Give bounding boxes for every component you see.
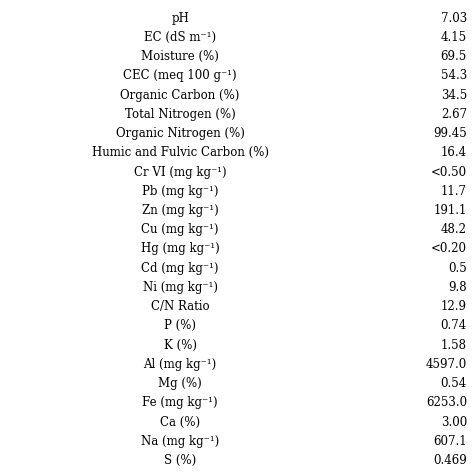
Text: 3.00: 3.00 bbox=[441, 416, 467, 428]
Text: 48.2: 48.2 bbox=[441, 223, 467, 236]
Text: 69.5: 69.5 bbox=[441, 50, 467, 63]
Text: <0.50: <0.50 bbox=[431, 165, 467, 179]
Text: Zn (mg kg⁻¹): Zn (mg kg⁻¹) bbox=[142, 204, 219, 217]
Text: P (%): P (%) bbox=[164, 319, 196, 332]
Text: Humic and Fulvic Carbon (%): Humic and Fulvic Carbon (%) bbox=[91, 146, 269, 159]
Text: Mg (%): Mg (%) bbox=[158, 377, 202, 390]
Text: Fe (mg kg⁻¹): Fe (mg kg⁻¹) bbox=[142, 396, 218, 410]
Text: Ni (mg kg⁻¹): Ni (mg kg⁻¹) bbox=[143, 281, 218, 294]
Text: Cu (mg kg⁻¹): Cu (mg kg⁻¹) bbox=[141, 223, 219, 236]
Text: 0.54: 0.54 bbox=[441, 377, 467, 390]
Text: Total Nitrogen (%): Total Nitrogen (%) bbox=[125, 108, 236, 121]
Text: 0.74: 0.74 bbox=[441, 319, 467, 332]
Text: pH: pH bbox=[171, 12, 189, 25]
Text: 1.58: 1.58 bbox=[441, 338, 467, 352]
Text: 54.3: 54.3 bbox=[441, 69, 467, 82]
Text: 7.03: 7.03 bbox=[441, 12, 467, 25]
Text: 16.4: 16.4 bbox=[441, 146, 467, 159]
Text: Organic Nitrogen (%): Organic Nitrogen (%) bbox=[116, 127, 245, 140]
Text: Ca (%): Ca (%) bbox=[160, 416, 200, 428]
Text: Organic Carbon (%): Organic Carbon (%) bbox=[120, 89, 240, 101]
Text: 2.67: 2.67 bbox=[441, 108, 467, 121]
Text: Na (mg kg⁻¹): Na (mg kg⁻¹) bbox=[141, 435, 219, 448]
Text: 6253.0: 6253.0 bbox=[426, 396, 467, 410]
Text: Pb (mg kg⁻¹): Pb (mg kg⁻¹) bbox=[142, 185, 219, 198]
Text: Cr VI (mg kg⁻¹): Cr VI (mg kg⁻¹) bbox=[134, 165, 227, 179]
Text: 0.5: 0.5 bbox=[448, 262, 467, 275]
Text: 191.1: 191.1 bbox=[434, 204, 467, 217]
Text: Moisture (%): Moisture (%) bbox=[141, 50, 219, 63]
Text: 99.45: 99.45 bbox=[433, 127, 467, 140]
Text: 11.7: 11.7 bbox=[441, 185, 467, 198]
Text: 34.5: 34.5 bbox=[441, 89, 467, 101]
Text: Hg (mg kg⁻¹): Hg (mg kg⁻¹) bbox=[141, 243, 219, 255]
Text: 0.469: 0.469 bbox=[433, 454, 467, 467]
Text: CEC (meq 100 g⁻¹): CEC (meq 100 g⁻¹) bbox=[123, 69, 237, 82]
Text: Cd (mg kg⁻¹): Cd (mg kg⁻¹) bbox=[141, 262, 219, 275]
Text: K (%): K (%) bbox=[164, 338, 197, 352]
Text: EC (dS m⁻¹): EC (dS m⁻¹) bbox=[144, 31, 216, 44]
Text: Al (mg kg⁻¹): Al (mg kg⁻¹) bbox=[144, 358, 217, 371]
Text: 607.1: 607.1 bbox=[433, 435, 467, 448]
Text: 4.15: 4.15 bbox=[441, 31, 467, 44]
Text: 12.9: 12.9 bbox=[441, 300, 467, 313]
Text: <0.20: <0.20 bbox=[431, 243, 467, 255]
Text: 4597.0: 4597.0 bbox=[426, 358, 467, 371]
Text: C/N Ratio: C/N Ratio bbox=[151, 300, 210, 313]
Text: S (%): S (%) bbox=[164, 454, 196, 467]
Text: 9.8: 9.8 bbox=[448, 281, 467, 294]
